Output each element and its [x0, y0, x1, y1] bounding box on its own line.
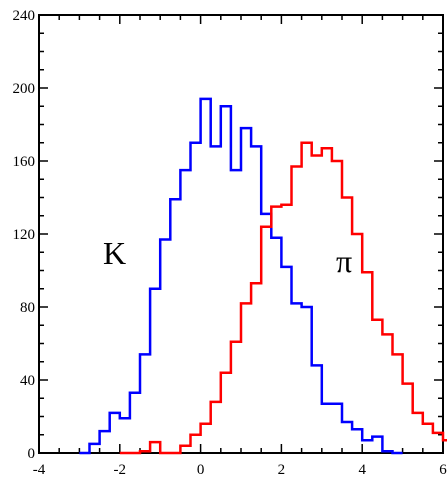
k-label: K	[103, 235, 126, 271]
x-tick-label: 6	[439, 462, 447, 478]
y-tick-label: 40	[20, 373, 35, 389]
x-tick-label: 4	[358, 462, 366, 478]
axis-tick-labels: -4 -2 0 2 4 6 0 40 80 120 160 200 240	[13, 8, 447, 478]
pi-label: π	[336, 243, 352, 279]
y-tick-label: 0	[28, 446, 36, 462]
x-tick-label: 2	[278, 462, 286, 478]
series-pi-histogram	[119, 141, 447, 455]
x-tick-label: 0	[197, 462, 205, 478]
y-tick-label: 80	[20, 300, 35, 316]
series-layer	[79, 97, 447, 455]
y-tick-label: 160	[13, 154, 36, 170]
axis-ticks	[38, 14, 444, 454]
y-tick-label: 200	[13, 81, 36, 97]
y-tick-label: 240	[13, 8, 36, 24]
plot-frame	[38, 14, 444, 454]
y-tick-label: 120	[13, 227, 36, 243]
series-k-histogram	[79, 97, 403, 455]
x-tick-label: -4	[33, 462, 46, 478]
x-tick-label: -2	[114, 462, 127, 478]
